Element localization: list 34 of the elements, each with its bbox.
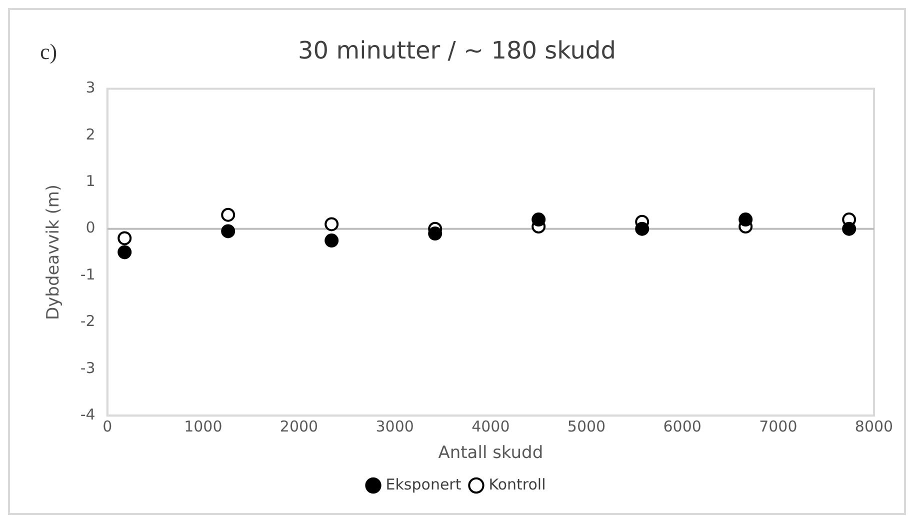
x-tick-label: 4000 [472,417,510,436]
point [428,226,442,241]
x-axis-title: Antall skudd [438,443,544,464]
point [324,217,339,232]
chart-title: 30 minutter / ~ 180 skudd [298,36,616,65]
y-tick-label: 3 [86,78,96,97]
y-tick-label: 2 [86,125,96,144]
text: c) [40,38,58,64]
x-tick-label: 8000 [854,417,894,436]
x-tick-label: 7000 [759,417,798,436]
x-tick-label: 5000 [567,417,606,436]
point [118,245,132,260]
point [324,234,339,248]
legend-label: Eksponert [386,475,462,494]
y-tick-label: -2 [80,312,96,330]
x-tick-label: 3000 [376,417,414,436]
y-tick-label: -1 [80,265,96,284]
x-tick-label: 2000 [280,417,318,436]
y-tick-label: -3 [80,358,96,377]
y-axis-title: Dybdeavvik (m) [44,184,64,320]
point [635,222,650,236]
point [221,208,236,222]
y-tick-label: -4 [80,405,96,424]
point [738,212,753,227]
point [118,231,132,246]
legend-label: Kontroll [488,475,546,494]
point [221,224,236,238]
x-tick-label: 0 [102,417,112,436]
x-tick-label: 1000 [184,417,222,436]
y-tick-label: 1 [86,172,96,190]
point [532,212,546,227]
point [842,222,856,236]
x-tick-label: 6000 [663,417,702,436]
y-tick-label: 0 [86,218,96,237]
